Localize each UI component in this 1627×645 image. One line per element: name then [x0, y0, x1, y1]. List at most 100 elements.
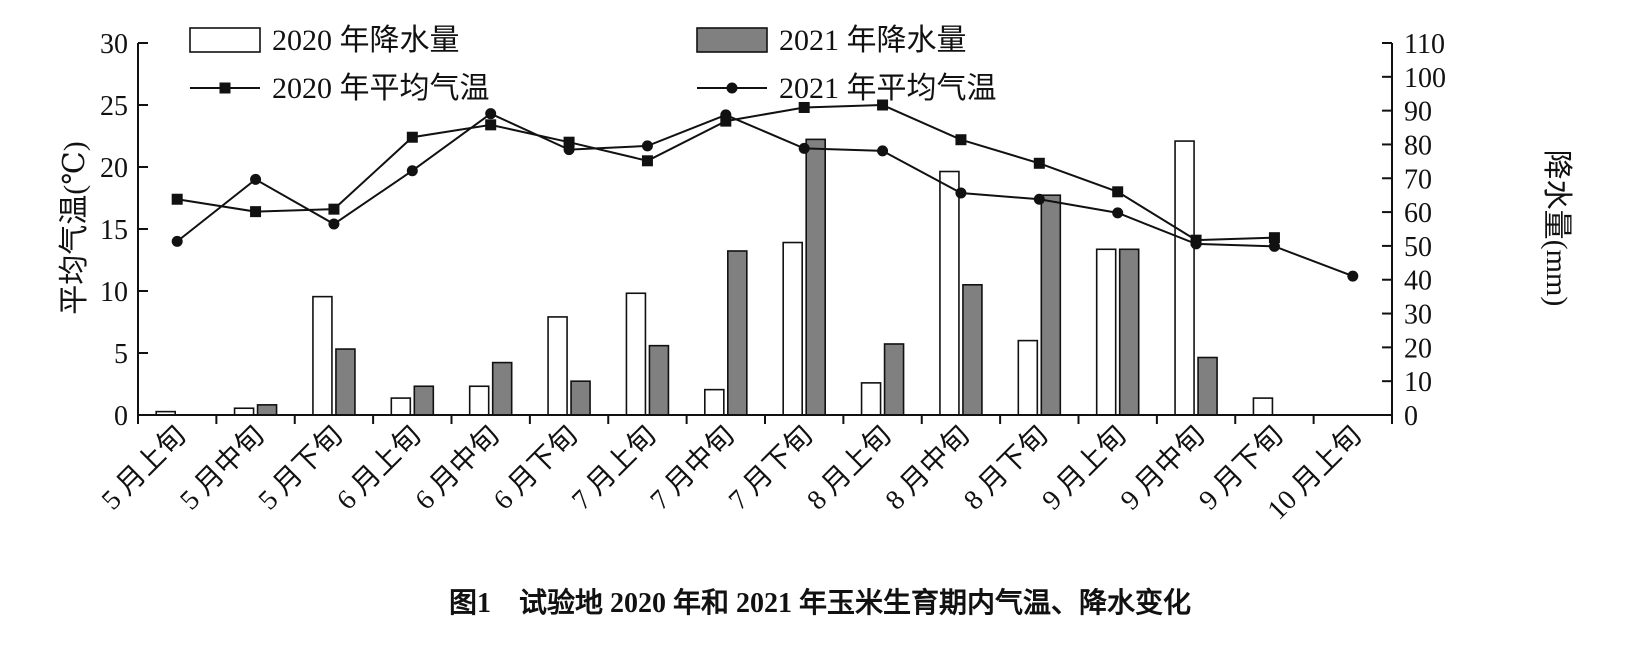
x-tick-label: 8 月下旬: [957, 419, 1054, 516]
legend-swatch-2021-bar: [696, 27, 768, 53]
bar-2021-3: [413, 385, 435, 416]
point-2020-0: [171, 193, 183, 205]
bar-2020-11: [1017, 339, 1039, 416]
bar-2020-13: [1174, 140, 1195, 416]
y-right-tick-label: 100: [1404, 63, 1446, 94]
y-left-tick-label: 20: [100, 153, 128, 184]
bar-2020-1: [233, 407, 255, 416]
legend-label-2021-bar: 2021 年降水量: [779, 24, 967, 57]
point-2020-9: [877, 99, 889, 111]
bar-2021-10: [962, 283, 983, 416]
x-tick-label: 8 月中旬: [879, 419, 976, 516]
bar-2020-2: [312, 295, 333, 416]
y-right-tick-label: 60: [1404, 198, 1432, 229]
bar-2021-1: [256, 404, 278, 416]
y-left-tick-label: 0: [114, 401, 128, 432]
bar-2020-14: [1252, 397, 1274, 416]
x-tick-label: 7 月上旬: [566, 419, 663, 516]
bar-2020-12: [1095, 248, 1117, 416]
bar-2021-12: [1118, 248, 1140, 416]
bars-2020-precipitation: [155, 140, 1274, 416]
y-right-tick-label: 20: [1404, 333, 1432, 364]
line-path-2021: [176, 112, 1354, 278]
y-right-tick-label: 90: [1404, 97, 1432, 128]
point-2020-4: [485, 119, 497, 131]
y-right-tick-label: 110: [1404, 29, 1445, 60]
x-tick-label: 6 月下旬: [487, 419, 584, 516]
line-2020-temperature: [171, 99, 1280, 246]
y-axis-left-label: 平均气温(℃): [58, 141, 91, 315]
bar-2020-4: [468, 385, 490, 416]
bar-2021-5: [570, 380, 591, 416]
y-right-tick-label: 40: [1404, 266, 1432, 297]
bar-2021-8: [805, 138, 826, 416]
y-left-tick-label: 15: [100, 215, 128, 246]
y-right-tick-label: 80: [1404, 130, 1432, 161]
point-2020-7: [720, 115, 732, 127]
y-right-tick-label: 70: [1404, 164, 1432, 195]
point-2020-11: [1033, 157, 1045, 169]
point-2021-7: [720, 109, 732, 121]
legend-label-2020-bar: 2020 年降水量: [272, 24, 460, 57]
point-2021-2: [328, 218, 340, 230]
point-2020-3: [406, 131, 418, 143]
y-right-tick-label: 50: [1404, 232, 1432, 263]
y-left-tick-label: 30: [100, 29, 128, 60]
figure-caption: 图1 试验地 2020 年和 2021 年玉米生育期内气温、降水变化: [449, 586, 1191, 619]
bar-2021-6: [648, 344, 670, 416]
line-2021-temperature: [171, 108, 1359, 282]
point-2020-8: [798, 101, 810, 113]
point-2021-1: [250, 173, 262, 185]
bar-2021-13: [1197, 356, 1218, 416]
point-2021-0: [171, 235, 183, 247]
point-2021-10: [955, 187, 967, 199]
bar-2020-10: [939, 170, 960, 416]
point-2021-11: [1033, 193, 1045, 205]
legend-label-2021-line: 2021 年平均气温: [779, 72, 997, 105]
x-tick-label: 6 月中旬: [409, 419, 506, 516]
point-2021-9: [877, 145, 889, 157]
bar-2020-9: [860, 382, 882, 416]
point-2021-13: [1190, 238, 1202, 250]
bar-2021-7: [727, 250, 748, 416]
y-right-tick-label: 0: [1404, 401, 1418, 432]
bar-2021-11: [1040, 194, 1062, 416]
y-left-tick-label: 5: [114, 339, 128, 370]
point-2020-2: [328, 203, 340, 215]
bars-2021-precipitation: [256, 138, 1218, 416]
point-2020-14: [1268, 232, 1280, 244]
x-tick-label: 5 月上旬: [95, 419, 192, 516]
y-left-tick-label: 10: [100, 277, 128, 308]
x-tick-label: 8 月上旬: [801, 419, 898, 516]
y-right-tick-label: 10: [1404, 367, 1432, 398]
point-2021-4: [485, 108, 497, 120]
bar-2021-9: [883, 343, 905, 416]
bar-2021-4: [491, 361, 513, 416]
y-right-tick-label: 30: [1404, 300, 1432, 331]
y-axis-right-label: 降水量(mm): [1540, 150, 1573, 307]
bar-2020-8: [782, 241, 803, 416]
legend-label-2020-line: 2020 年平均气温: [272, 72, 490, 105]
x-tick-label: 9 月中旬: [1114, 419, 1211, 516]
x-tick-label: 7 月下旬: [722, 419, 819, 516]
point-2021-8: [798, 142, 810, 154]
point-2021-5: [563, 144, 575, 156]
x-tick-label: 6 月上旬: [330, 419, 427, 516]
bar-2020-6: [625, 292, 647, 416]
legend-marker-2020: [219, 82, 231, 94]
bar-2021-2: [335, 348, 356, 416]
legend-marker-2021: [726, 82, 738, 94]
point-2020-12: [1112, 186, 1124, 198]
x-tick-label: 5 月下旬: [252, 419, 349, 516]
point-2021-6: [641, 140, 653, 152]
x-tick-label: 9 月上旬: [1036, 419, 1133, 516]
point-2021-12: [1112, 207, 1124, 219]
point-2020-1: [250, 206, 262, 218]
legend-swatch-2020-bar: [189, 27, 261, 53]
point-2020-10: [955, 134, 967, 146]
point-2020-6: [641, 155, 653, 167]
point-2020-5: [563, 136, 575, 148]
bar-2020-3: [390, 397, 412, 416]
legend: 2020 年降水量 2021 年降水量 2020 年平均气温 2021 年平均气温: [189, 24, 997, 105]
